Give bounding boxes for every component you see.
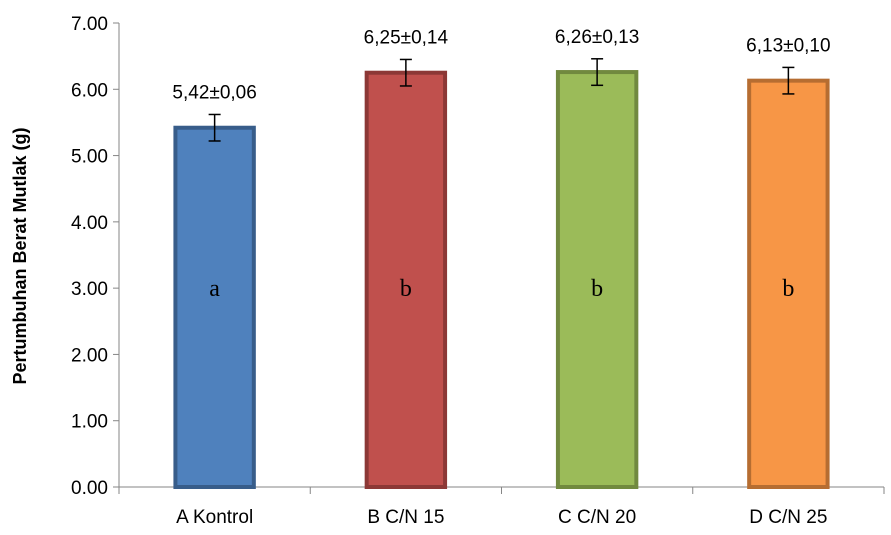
significance-letter: b bbox=[591, 276, 603, 302]
data-label: 6,25±0,14 bbox=[364, 27, 449, 48]
bar bbox=[747, 78, 830, 489]
significance-letter: b bbox=[400, 276, 412, 302]
bars-layer bbox=[173, 58, 830, 490]
y-tick-label: 4.00 bbox=[71, 213, 108, 234]
y-tick-label: 7.00 bbox=[71, 14, 108, 35]
y-tick-label: 2.00 bbox=[71, 345, 108, 366]
data-label: 6,13±0,10 bbox=[746, 35, 830, 56]
y-tick-label: 3.00 bbox=[71, 279, 108, 300]
axes-layer: 0.00 1.00 2.00 3.00 4.00 5.00 6.00 7.00 bbox=[71, 14, 885, 499]
labels-layer: 5,42±0,06 a A Kontrol 6,25±0,14 b B C/N 15 6,2… bbox=[172, 27, 830, 528]
y-axis-title: Pertumbuhan Berat Mutlak (g) bbox=[10, 127, 30, 384]
x-category-label: D C/N 25 bbox=[749, 507, 827, 528]
data-label: 6,26±0,13 bbox=[555, 27, 639, 48]
significance-letter: a bbox=[209, 276, 220, 302]
y-tick-label: 0.00 bbox=[71, 478, 108, 499]
bar bbox=[555, 70, 639, 490]
y-tick-label: 1.00 bbox=[71, 412, 108, 433]
y-tick-label: 5.00 bbox=[71, 147, 108, 168]
bar bbox=[364, 70, 448, 489]
x-category-label: C C/N 20 bbox=[558, 507, 636, 528]
data-label: 5,42±0,06 bbox=[172, 82, 256, 103]
x-category-label: B C/N 15 bbox=[367, 507, 444, 528]
bar bbox=[173, 125, 256, 490]
y-tick-label: 6.00 bbox=[71, 80, 108, 101]
x-category-label: A Kontrol bbox=[176, 507, 253, 528]
significance-letter: b bbox=[782, 276, 794, 302]
